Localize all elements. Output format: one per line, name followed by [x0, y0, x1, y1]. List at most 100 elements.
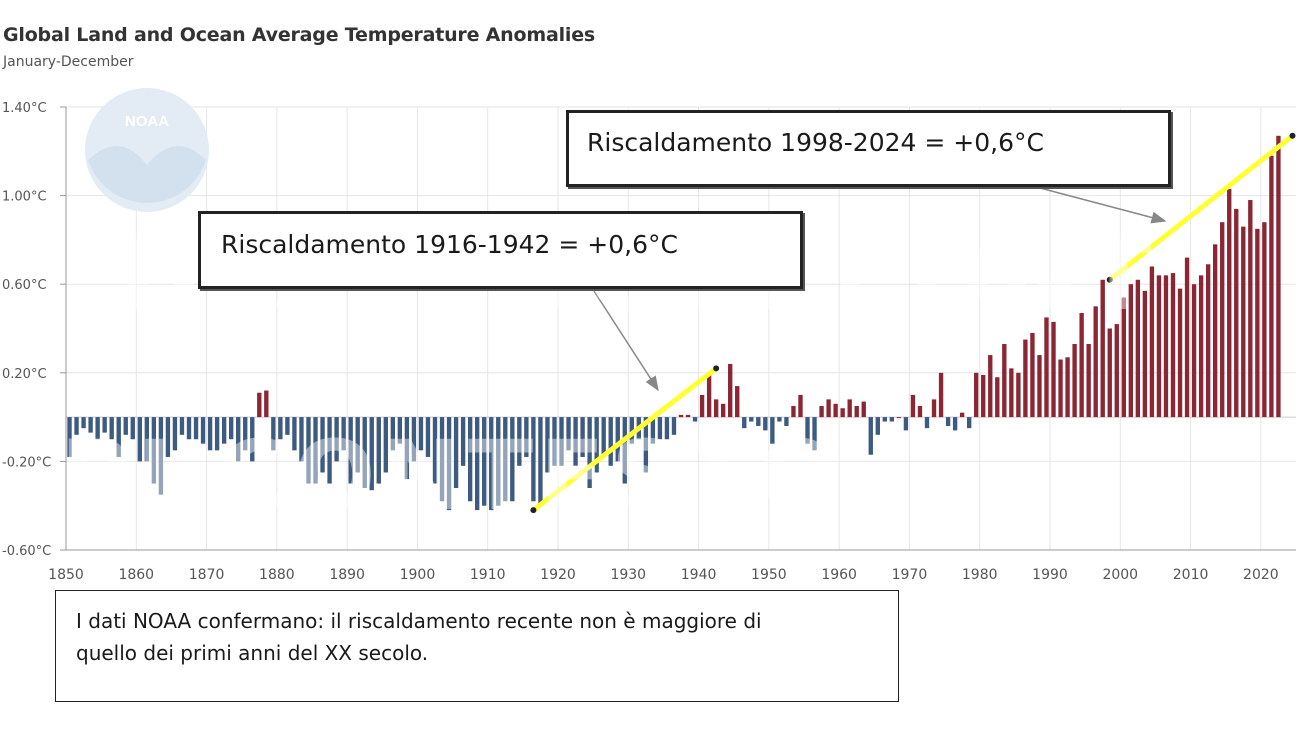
bar-1926 — [601, 417, 606, 457]
callout-pointer-arrow-2 — [593, 290, 659, 392]
bar-1884 — [306, 417, 311, 484]
x-tick-label: 1990 — [1032, 567, 1068, 583]
x-tick-label: 1950 — [751, 567, 787, 583]
bar-1929 — [622, 417, 627, 484]
caption-box: I dati NOAA confermano: il riscaldamento… — [55, 590, 899, 702]
bar-2016 — [1234, 208, 1239, 418]
x-tick-label: 1880 — [259, 567, 295, 583]
bar-1917 — [538, 417, 543, 506]
bar-2004 — [1149, 266, 1155, 418]
bar-2011 — [1198, 275, 1204, 418]
trend-start-dot-1 — [530, 507, 537, 514]
bar-1965 — [875, 417, 880, 435]
bar-1946 — [742, 417, 747, 429]
y-tick-label: 1.40°C — [2, 101, 47, 116]
caption-line-2: quello dei primi anni del XX secolo. — [76, 641, 429, 665]
bar-1881 — [285, 417, 290, 435]
bar-2006 — [1163, 275, 1169, 418]
bar-1914 — [517, 417, 522, 466]
x-tick-label: 1970 — [892, 567, 928, 583]
bar-1944 — [728, 363, 733, 418]
bar-1984 — [1009, 368, 1014, 418]
bar-2019 — [1255, 228, 1260, 418]
bar-1974 — [938, 372, 944, 418]
bar-1851 — [74, 417, 79, 435]
bar-2007 — [1170, 273, 1176, 418]
bar-1911 — [496, 417, 501, 506]
bar-1998 — [1107, 328, 1112, 418]
bar-1906 — [460, 417, 466, 466]
bar-1975 — [945, 417, 951, 426]
bar-1986 — [1023, 339, 1028, 418]
bar-2000 — [1121, 297, 1126, 418]
bar-1893 — [369, 417, 374, 491]
bar-1908 — [474, 417, 480, 511]
temperature-anomaly-chart: NOAA 1850 1860 1870 1880 1890 1900 1910 1920 193… — [2, 88, 1296, 583]
bar-1869 — [200, 417, 206, 444]
bar-1921 — [566, 417, 571, 451]
bar-1886 — [320, 417, 325, 473]
x-tick-label: 1980 — [962, 567, 998, 583]
bar-1865 — [172, 417, 178, 451]
bar-1996 — [1093, 306, 1098, 418]
bar-1862 — [151, 417, 157, 484]
bar-1957 — [819, 406, 824, 418]
bar-1913 — [510, 417, 515, 502]
bar-1896 — [390, 417, 396, 451]
bar-1994 — [1079, 312, 1084, 418]
bar-1930 — [629, 417, 634, 444]
bar-1876 — [250, 417, 255, 462]
chart-subtitle: January-December — [3, 54, 134, 70]
trend-end-dot-2 — [1289, 132, 1296, 139]
bar-2015 — [1227, 188, 1232, 418]
trend-line-2 — [1107, 133, 1295, 283]
bar-1966 — [882, 417, 888, 422]
bar-1888 — [334, 417, 339, 462]
bar-2001 — [1128, 284, 1134, 418]
bar-1924 — [587, 417, 592, 488]
bar-2002 — [1135, 279, 1141, 418]
y-tick-label: 1.00°C — [2, 190, 47, 205]
bar-1954 — [798, 394, 803, 418]
bar-1991 — [1058, 359, 1063, 418]
bar-1983 — [1002, 344, 1007, 418]
bar-1892 — [362, 417, 367, 488]
bar-1947 — [749, 417, 754, 422]
trend-lines — [530, 132, 1296, 514]
bar-1980 — [981, 375, 986, 418]
bar-1910 — [489, 417, 494, 511]
bar-1879 — [271, 417, 276, 451]
bar-1940 — [699, 394, 705, 418]
bar-1955 — [805, 417, 810, 444]
bar-1970 — [910, 394, 916, 418]
bar-1962 — [854, 406, 859, 418]
bar-1902 — [432, 417, 438, 484]
bar-1854 — [95, 417, 100, 440]
bar-1916 — [531, 417, 536, 502]
bar-1952 — [784, 417, 789, 426]
bar-1867 — [186, 417, 192, 440]
bar-1859 — [130, 417, 135, 440]
bar-1927 — [608, 417, 613, 466]
bar-1871 — [214, 417, 220, 451]
bar-1945 — [735, 386, 740, 418]
bar-1992 — [1065, 357, 1070, 418]
bar-1934 — [657, 417, 663, 440]
bar-1985 — [1016, 372, 1021, 418]
bar-1919 — [552, 417, 557, 466]
bar-1895 — [383, 417, 388, 473]
bar-1860 — [137, 417, 142, 462]
bar-1967 — [889, 417, 895, 422]
bar-1961 — [847, 399, 852, 418]
bar-1993 — [1072, 344, 1077, 418]
bar-1981 — [988, 355, 993, 418]
bar-1953 — [791, 406, 796, 418]
chart-title: Global Land and Ocean Average Temperatur… — [3, 24, 596, 46]
bar-2009 — [1184, 257, 1190, 418]
x-tick-label: 1910 — [470, 567, 506, 583]
bar-1958 — [826, 399, 831, 418]
x-tick-label: 1920 — [540, 567, 576, 583]
bar-1928 — [615, 417, 620, 462]
bar-1935 — [664, 417, 670, 440]
bar-1949 — [763, 417, 768, 431]
